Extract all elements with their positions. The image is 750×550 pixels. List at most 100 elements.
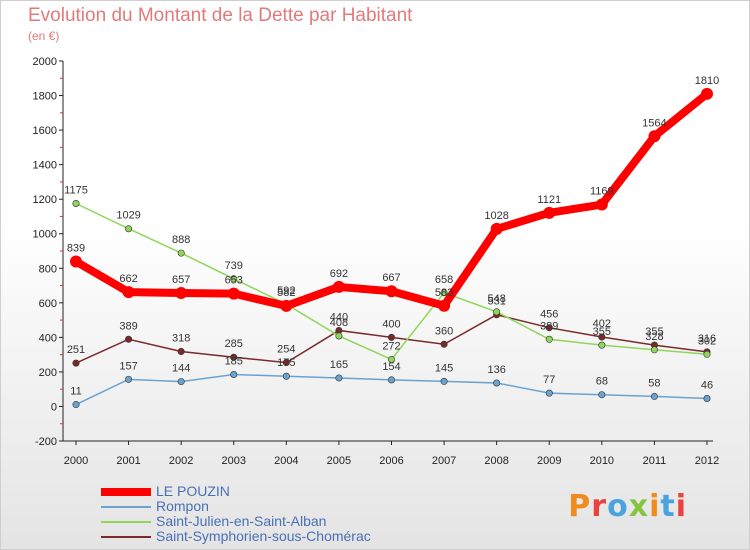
data-point	[440, 340, 448, 348]
data-point	[230, 370, 238, 378]
data-point	[177, 348, 185, 356]
axes: -200 0 200 400 600 800 1000 1200 1400 1600 1800 200…	[33, 56, 720, 467]
chart-title: Evolution du Montant de la Dette par Hab…	[28, 5, 413, 26]
data-label: 144	[172, 363, 190, 375]
y-tick-label: 2000	[33, 56, 57, 68]
data-point	[230, 275, 238, 283]
data-label: 739	[225, 260, 243, 272]
data-point	[701, 87, 713, 100]
data-label: 46	[701, 380, 713, 392]
data-point	[598, 333, 606, 341]
legend-swatch	[101, 521, 151, 523]
data-point	[545, 389, 553, 397]
data-label: 1175	[64, 185, 88, 197]
data-label: 11	[70, 386, 81, 398]
logo-letter: t	[660, 489, 676, 524]
data-label: 302	[698, 335, 716, 347]
legend-swatch	[101, 536, 151, 538]
logo-letter: o	[607, 489, 629, 524]
y-tick-label: 0	[51, 401, 57, 413]
y-tick-label: 1200	[33, 194, 57, 206]
data-point	[177, 249, 185, 257]
data-point	[440, 289, 448, 297]
legend-label: LE POUZIN	[156, 483, 230, 499]
x-tick-label: 2000	[64, 455, 88, 467]
y-tick-label: 1400	[33, 160, 57, 172]
data-label: 77	[543, 374, 555, 386]
data-point	[650, 392, 658, 400]
x-tick-label: 2008	[484, 455, 508, 467]
legend: LE POUZIN Rompon Saint-Julien-en-Saint-Alb…	[101, 483, 421, 545]
data-point	[545, 335, 553, 343]
x-tick-label: 2004	[274, 455, 298, 467]
data-point	[648, 130, 661, 143]
data-label: 318	[172, 333, 190, 345]
data-label: 531	[487, 296, 505, 308]
data-label: 1028	[484, 210, 508, 222]
data-point	[72, 401, 80, 409]
data-point	[703, 395, 711, 403]
data-label: 408	[330, 317, 348, 329]
data-label: 165	[330, 359, 348, 371]
data-label: 1029	[116, 210, 140, 222]
y-tick-label: 600	[39, 298, 57, 310]
data-label: 888	[172, 234, 190, 246]
y-tick-label: 800	[39, 263, 57, 275]
y-tick-label: 1800	[33, 91, 57, 103]
legend-item: LE POUZIN	[101, 483, 421, 500]
data-label: 582	[277, 287, 295, 299]
data-point	[385, 285, 398, 298]
data-point	[493, 379, 501, 387]
data-point	[595, 198, 608, 211]
x-tick-label: 2007	[432, 455, 456, 467]
proxiti-logo: Proxiti	[568, 489, 687, 524]
x-tick-label: 2001	[116, 455, 140, 467]
data-label: 251	[67, 344, 85, 356]
data-label: 185	[225, 356, 243, 368]
data-point	[177, 378, 185, 386]
x-tick-label: 2002	[169, 455, 193, 467]
logo-letter: P	[568, 489, 592, 524]
data-point	[70, 255, 82, 268]
legend-item: Saint-Julien-en-Saint-Alban	[101, 513, 421, 530]
data-point	[703, 350, 711, 358]
data-label: 839	[67, 243, 85, 255]
data-label: 658	[435, 274, 453, 286]
logo-letter: r	[591, 489, 608, 524]
data-point	[598, 341, 606, 349]
data-point	[227, 287, 240, 300]
x-tick-label: 2005	[327, 455, 351, 467]
x-tick-label: 2003	[222, 455, 246, 467]
data-point	[280, 299, 293, 312]
x-tick-label: 2006	[379, 455, 403, 467]
data-point	[122, 286, 135, 299]
legend-swatch	[101, 488, 151, 496]
data-label: 355	[645, 326, 663, 338]
data-label: 440	[330, 311, 348, 323]
x-tick-label: 2011	[643, 455, 667, 467]
data-label: 175	[277, 357, 295, 369]
data-label: 692	[330, 268, 348, 280]
logo-letter: i	[675, 489, 687, 524]
data-point	[332, 280, 345, 293]
y-tick-label: -200	[35, 436, 57, 448]
data-point	[72, 200, 80, 208]
data-point	[387, 355, 395, 363]
data-point	[598, 391, 606, 399]
data-label: 285	[225, 338, 243, 350]
data-label: 667	[382, 272, 400, 284]
data-label: 1121	[537, 194, 561, 206]
data-point	[440, 377, 448, 385]
data-label: 136	[487, 364, 505, 376]
data-label: 662	[119, 273, 137, 285]
legend-label: Saint-Julien-en-Saint-Alban	[156, 513, 327, 529]
data-label: 653	[225, 275, 243, 287]
data-label: 316	[698, 333, 716, 345]
legend-swatch	[101, 506, 151, 508]
data-label: 360	[435, 325, 453, 337]
legend-item: Saint-Symphorien-sous-Chomérac	[101, 528, 421, 545]
data-label: 145	[435, 362, 453, 374]
data-point	[438, 299, 451, 312]
